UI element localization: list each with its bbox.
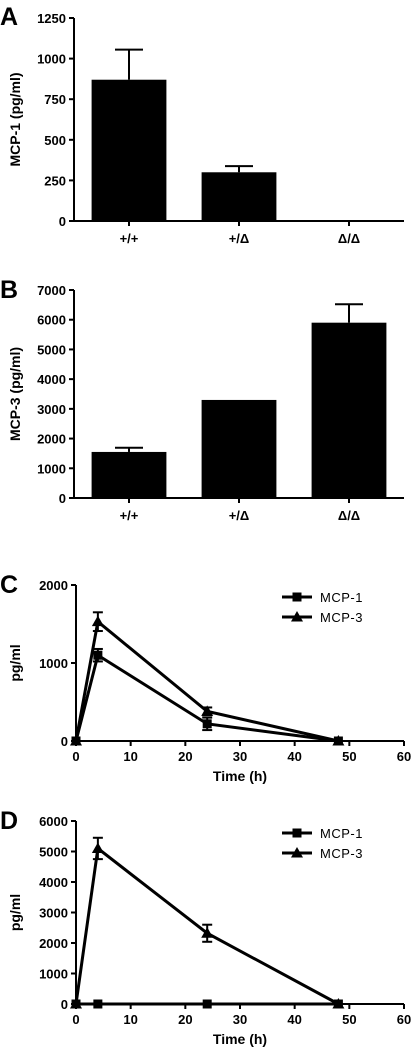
x-tick-label: 50	[342, 749, 356, 764]
data-point	[70, 735, 82, 746]
legend-label: MCP-1	[320, 826, 363, 841]
data-point	[332, 998, 345, 1009]
x-tick-label: 50	[342, 1012, 356, 1027]
panel-letter: D	[0, 807, 18, 835]
y-tick-label: 0	[59, 214, 66, 229]
y-tick-label: 2000	[39, 936, 68, 951]
panel-c: C 0 1000 2000 pg/ml 0 10 20 30 40 50 60 Time (h) MCP-…	[0, 571, 411, 784]
y-tick-label: 3000	[37, 402, 66, 417]
data-point	[332, 735, 345, 746]
y-tick-label: 5000	[37, 342, 66, 357]
panel-a: A 0 250 500 750 1000 1250 MCP-1 (pg/ml) +/+ +/Δ Δ/…	[0, 3, 404, 246]
y-tick-label: 4000	[39, 875, 68, 890]
legend-marker	[292, 592, 302, 602]
data-point	[202, 719, 212, 729]
legend-label: MCP-3	[320, 846, 363, 861]
x-tick-label: 0	[72, 749, 79, 764]
panel-letter: C	[0, 571, 18, 599]
data-point	[201, 927, 214, 938]
x-tick-label: 60	[397, 749, 411, 764]
y-tick-label: 750	[44, 92, 66, 107]
y-tick-label: 1000	[39, 967, 68, 982]
data-point	[93, 650, 103, 660]
panel-d: D 0 1000 2000 3000 4000 5000 6000 pg/ml 0 10 20 30 40…	[0, 807, 411, 1047]
bar	[201, 399, 277, 498]
legend-marker	[292, 828, 302, 838]
y-tick-label: 7000	[37, 283, 66, 298]
x-tick-label: 20	[178, 1012, 192, 1027]
y-tick-label: 0	[61, 734, 68, 749]
y-axis-label: pg/ml	[7, 644, 23, 681]
series-line	[74, 652, 339, 743]
y-tick-label: 3000	[39, 906, 68, 921]
panel-letter: B	[0, 276, 18, 304]
legend-label: MCP-1	[320, 590, 363, 605]
y-tick-label: 2000	[39, 578, 68, 593]
y-axis-label: pg/ml	[7, 894, 23, 931]
y-tick-label: 1000	[39, 656, 68, 671]
x-tick-label: 30	[233, 1012, 247, 1027]
y-tick-label: 0	[59, 491, 66, 506]
series-mcp-1	[71, 647, 343, 746]
panel-letter: A	[0, 3, 18, 31]
legend-marker	[291, 611, 303, 622]
data-point	[201, 705, 214, 716]
x-tick-label: Δ/Δ	[338, 231, 360, 246]
y-tick-label: 500	[44, 133, 66, 148]
y-tick-label: 4000	[37, 372, 66, 387]
bar	[311, 220, 387, 221]
x-tick-label: 30	[233, 749, 247, 764]
data-point	[91, 615, 104, 627]
y-tick-label: 1000	[37, 461, 66, 476]
data-point	[70, 998, 82, 1009]
y-tick-label: 0	[61, 997, 68, 1012]
y-tick-label: 6000	[37, 313, 66, 328]
x-tick-label: Δ/Δ	[338, 508, 360, 523]
legend-marker	[291, 847, 303, 858]
x-tick-label: 40	[287, 1012, 301, 1027]
y-tick-label: 250	[44, 173, 66, 188]
bar	[311, 322, 387, 498]
x-tick-label: 10	[123, 749, 137, 764]
y-tick-label: 6000	[39, 814, 68, 829]
data-point	[93, 999, 103, 1009]
x-tick-label: +/Δ	[229, 508, 250, 523]
data-point	[202, 999, 212, 1009]
series-mcp-1	[71, 999, 343, 1009]
y-tick-label: 1000	[37, 52, 66, 67]
series-mcp-3	[70, 836, 345, 1009]
y-axis-label: MCP-3 (pg/ml)	[7, 347, 23, 441]
x-tick-label: 0	[72, 1012, 79, 1027]
panel-b: B 0 1000 2000 3000 4000 5000 6000 7000 MCP-3 (pg/…	[0, 276, 404, 523]
legend-label: MCP-3	[320, 610, 363, 625]
data-point	[91, 842, 104, 853]
y-axis-label: MCP-1 (pg/ml)	[7, 72, 23, 166]
bar	[91, 451, 167, 498]
x-tick-label: 60	[397, 1012, 411, 1027]
y-tick-label: 1250	[37, 11, 66, 26]
x-axis-label: Time (h)	[213, 768, 267, 784]
x-tick-label: 10	[123, 1012, 137, 1027]
bar	[91, 79, 167, 221]
y-tick-label: 5000	[39, 845, 68, 860]
bar	[201, 172, 277, 221]
x-tick-label: 20	[178, 749, 192, 764]
x-tick-label: +/+	[120, 508, 139, 523]
y-tick-label: 2000	[37, 432, 66, 447]
x-tick-label: +/Δ	[229, 231, 250, 246]
series-mcp-3	[70, 611, 345, 746]
x-tick-label: 40	[287, 749, 301, 764]
x-axis-label: Time (h)	[213, 1031, 267, 1047]
series-line	[74, 618, 339, 743]
series-line	[74, 845, 340, 1006]
x-tick-label: +/+	[120, 231, 139, 246]
